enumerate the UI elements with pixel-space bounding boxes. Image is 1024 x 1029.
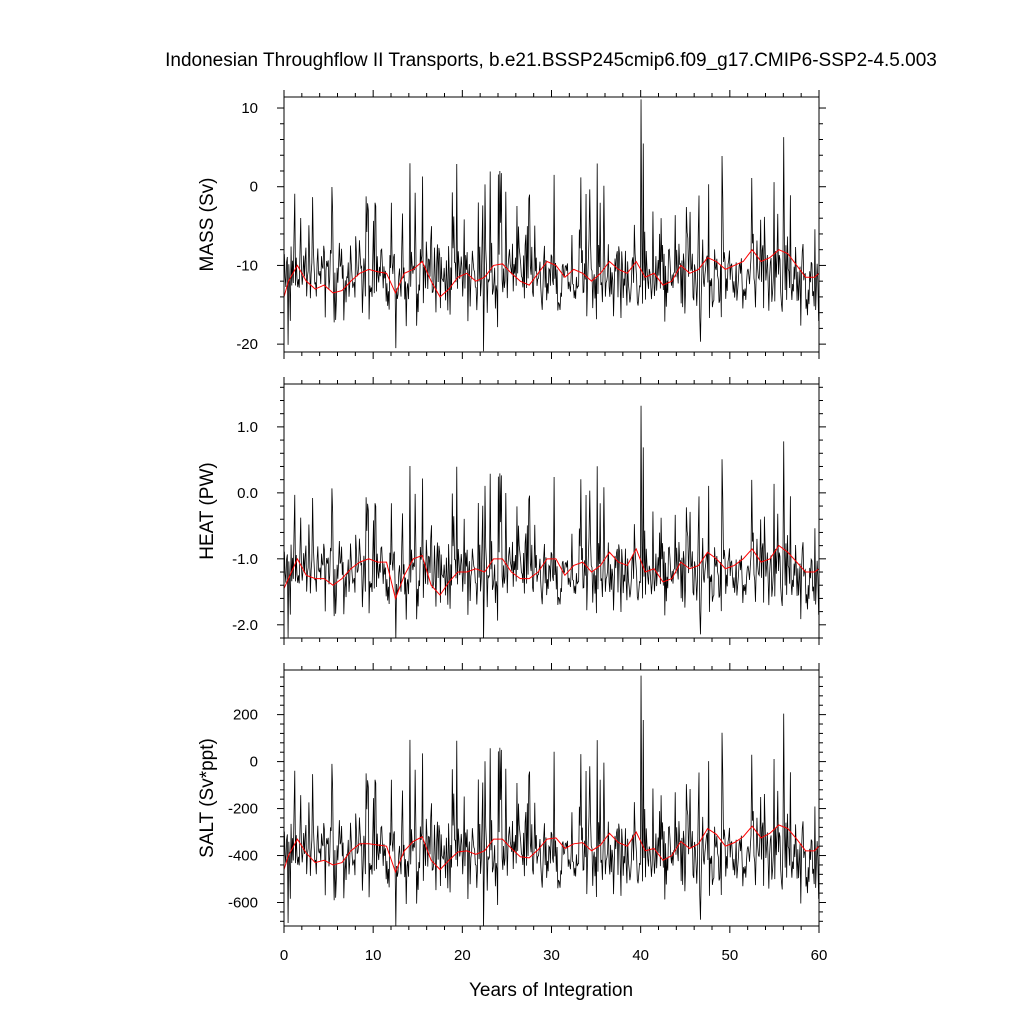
salt-monthly-series-line — [284, 675, 819, 926]
chart-panels: 10 0 -10 -20 MASS (Sv) 1.0 0.0 -1.0 -2.0 HEAT (PW… — [197, 90, 827, 964]
x-tick-label: 60 — [811, 947, 828, 964]
mass-y-tick-label: -10 — [236, 257, 258, 274]
mass-y-tick-label: -20 — [236, 336, 258, 353]
heat-y-tick-label: -2.0 — [232, 617, 258, 634]
mass-y-axis-label: MASS (Sv) — [197, 178, 218, 272]
salt-y-tick-label: -600 — [228, 895, 258, 912]
salt-y-tick-label: 0 — [250, 754, 258, 771]
mass-y-tick-label: 0 — [250, 179, 258, 196]
mass-panel-frame — [283, 96, 820, 353]
mass-y-tick-label: 10 — [241, 100, 258, 117]
salt-y-tick-label: -400 — [228, 848, 258, 865]
heat-panel-frame — [283, 383, 820, 639]
heat-smoothed-series-line — [284, 544, 819, 601]
heat-y-tick-label: 1.0 — [237, 419, 258, 436]
panel-mass: 10 0 -10 -20 MASS (Sv) — [197, 90, 826, 359]
x-tick-label: 0 — [280, 947, 288, 964]
heat-monthly-series-line — [284, 405, 819, 638]
salt-smoothed-series-line — [284, 824, 819, 874]
panel-heat: 1.0 0.0 -1.0 -2.0 HEAT (PW) — [197, 377, 826, 645]
mass-smoothed-series-line — [284, 248, 819, 298]
x-tick-label: 50 — [721, 947, 738, 964]
x-tick-label: 40 — [632, 947, 649, 964]
x-axis-label: Years of Integration — [469, 980, 633, 1001]
salt-y-axis-label: SALT (Sv*ppt) — [197, 738, 218, 858]
heat-y-tick-label: 0.0 — [237, 485, 258, 502]
heat-y-tick-label: -1.0 — [232, 551, 258, 568]
salt-y-tick-label: 200 — [233, 707, 258, 724]
x-tick-label: 30 — [543, 947, 560, 964]
panel-salt: 200 0 -200 -400 -600 SALT (Sv*ppt) — [197, 663, 826, 933]
x-tick-labels: 0 10 20 30 40 50 60 — [280, 947, 828, 964]
x-tick-label: 10 — [365, 947, 382, 964]
chart-title: Indonesian Throughflow II Transports, b.… — [165, 50, 937, 71]
mass-monthly-series-line — [284, 99, 819, 352]
heat-y-axis-label: HEAT (PW) — [197, 462, 218, 559]
x-tick-label: 20 — [454, 947, 471, 964]
salt-panel-frame — [283, 669, 820, 927]
salt-y-tick-label: -200 — [228, 801, 258, 818]
